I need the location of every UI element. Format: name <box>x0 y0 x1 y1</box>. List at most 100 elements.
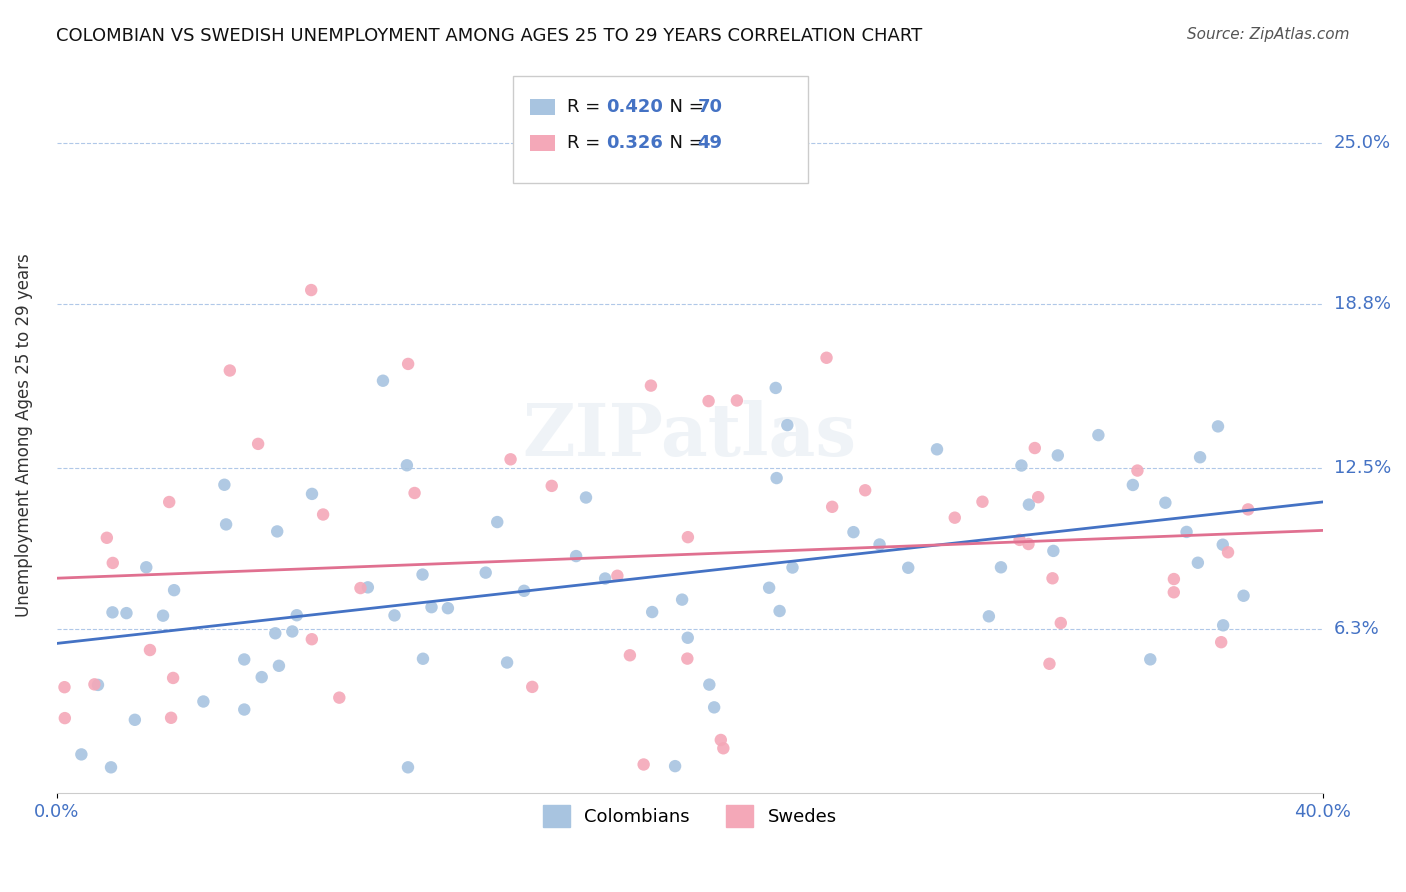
Point <box>842 525 865 540</box>
Point <box>943 510 966 524</box>
Point <box>540 479 562 493</box>
Point <box>384 608 406 623</box>
Point <box>437 601 460 615</box>
Point <box>776 418 799 433</box>
Point <box>1026 490 1049 504</box>
Point <box>1237 502 1260 516</box>
Point <box>815 351 838 365</box>
Point <box>404 486 426 500</box>
Point <box>357 580 380 594</box>
Text: 49: 49 <box>697 134 723 152</box>
Text: 6.3%: 6.3% <box>1334 620 1379 639</box>
Point <box>1010 458 1032 473</box>
Point <box>641 605 664 619</box>
Point <box>671 592 693 607</box>
Point <box>710 733 733 747</box>
Point <box>135 560 157 574</box>
Point <box>412 652 434 666</box>
Point <box>633 757 655 772</box>
Point <box>513 583 536 598</box>
Point <box>152 608 174 623</box>
Point <box>703 700 725 714</box>
Point <box>640 378 662 392</box>
Point <box>676 651 699 665</box>
Point <box>697 678 720 692</box>
Point <box>486 515 509 529</box>
Point <box>96 531 118 545</box>
Point <box>869 537 891 551</box>
Point <box>266 524 288 539</box>
Point <box>162 671 184 685</box>
Point <box>711 741 734 756</box>
Text: Source: ZipAtlas.com: Source: ZipAtlas.com <box>1187 27 1350 42</box>
Text: N =: N = <box>658 98 710 116</box>
Point <box>474 566 496 580</box>
Point <box>619 648 641 663</box>
Point <box>215 517 238 532</box>
Point <box>101 605 124 619</box>
Point <box>264 626 287 640</box>
Text: 0.420: 0.420 <box>606 98 662 116</box>
Point <box>100 760 122 774</box>
Point <box>1212 538 1234 552</box>
Point <box>1139 652 1161 666</box>
Point <box>1049 615 1071 630</box>
Point <box>349 581 371 595</box>
Point <box>1042 544 1064 558</box>
Point <box>115 606 138 620</box>
Point <box>1212 618 1234 632</box>
Point <box>676 631 699 645</box>
Point <box>977 609 1000 624</box>
Point <box>285 608 308 623</box>
Point <box>420 600 443 615</box>
Point <box>768 604 790 618</box>
Point <box>990 560 1012 574</box>
Point <box>765 381 787 395</box>
Point <box>765 471 787 485</box>
Point <box>87 678 110 692</box>
Point <box>1216 545 1239 559</box>
Point <box>1018 498 1040 512</box>
Point <box>758 581 780 595</box>
Point <box>575 491 598 505</box>
Point <box>396 357 419 371</box>
Text: 12.5%: 12.5% <box>1334 459 1391 477</box>
Point <box>499 452 522 467</box>
Point <box>53 680 76 694</box>
Point <box>1017 537 1039 551</box>
Point <box>267 658 290 673</box>
Point <box>139 643 162 657</box>
Point <box>124 713 146 727</box>
Point <box>193 694 215 708</box>
Text: R =: R = <box>567 134 606 152</box>
Point <box>157 495 180 509</box>
Point <box>396 760 419 774</box>
Point <box>1008 533 1031 547</box>
Point <box>301 632 323 647</box>
Point <box>83 677 105 691</box>
Point <box>1189 450 1212 465</box>
Point <box>218 363 240 377</box>
Text: N =: N = <box>658 134 710 152</box>
Text: ZIPatlas: ZIPatlas <box>523 400 856 471</box>
Text: 0.326: 0.326 <box>606 134 662 152</box>
Y-axis label: Unemployment Among Ages 25 to 29 years: Unemployment Among Ages 25 to 29 years <box>15 253 32 617</box>
Text: R =: R = <box>567 98 606 116</box>
Point <box>496 656 519 670</box>
Legend: Colombians, Swedes: Colombians, Swedes <box>536 798 844 834</box>
Point <box>1175 524 1198 539</box>
Point <box>1046 449 1069 463</box>
Point <box>1042 571 1064 585</box>
Point <box>606 568 628 582</box>
Point <box>925 442 948 457</box>
Point <box>1163 585 1185 599</box>
Point <box>853 483 876 498</box>
Point <box>233 652 256 666</box>
Point <box>1163 572 1185 586</box>
Point <box>782 560 804 574</box>
Point <box>972 494 994 508</box>
Text: 25.0%: 25.0% <box>1334 134 1391 152</box>
Point <box>301 487 323 501</box>
Point <box>1206 419 1229 434</box>
Point <box>676 530 699 544</box>
